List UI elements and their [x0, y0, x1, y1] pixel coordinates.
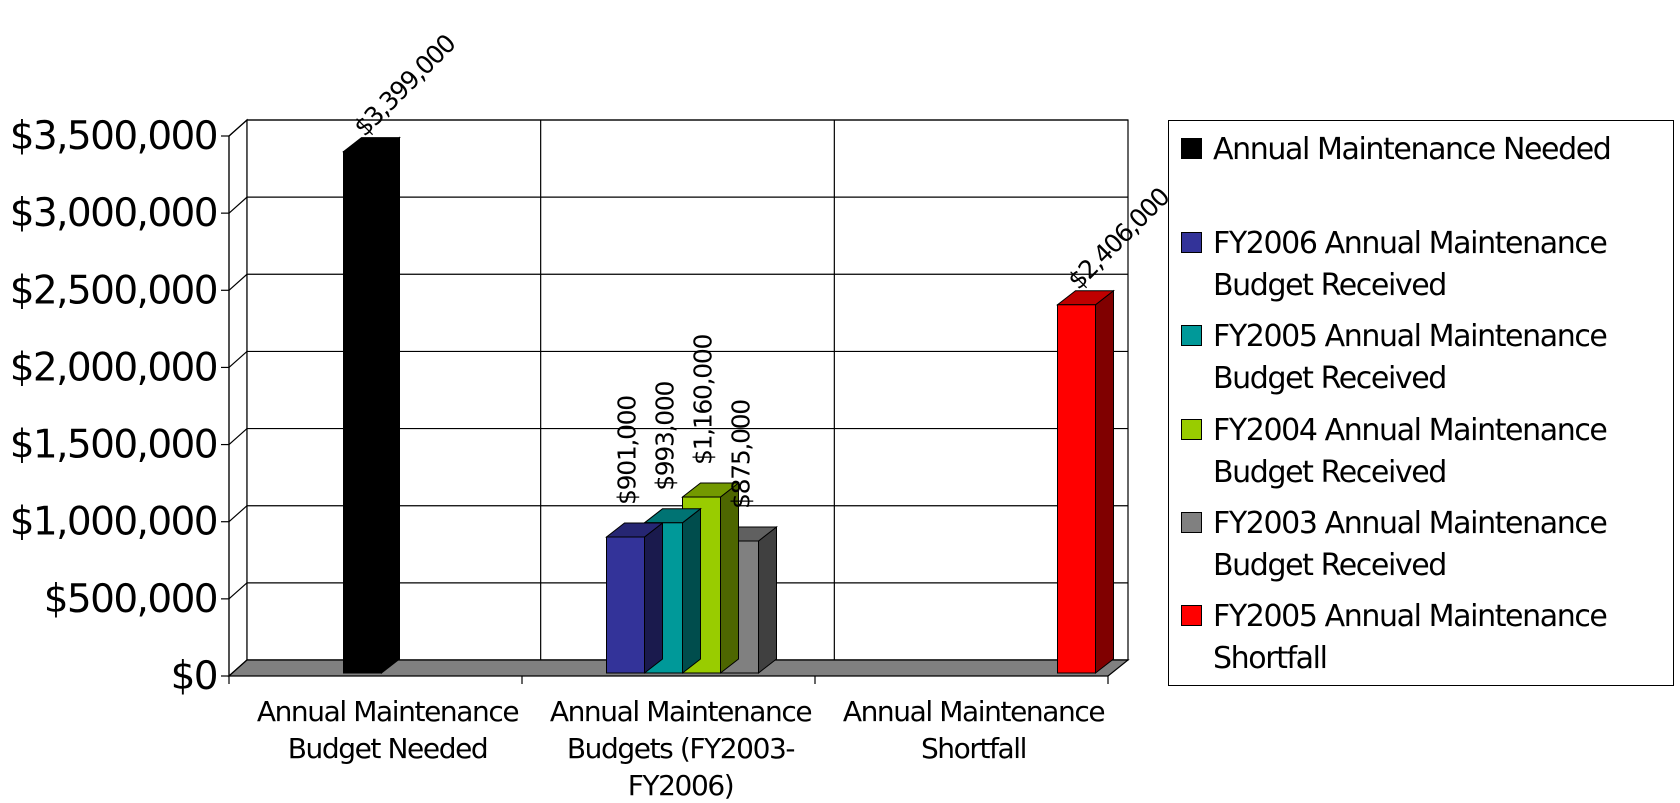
y-tick-label: $3,500,000	[10, 114, 217, 159]
legend-label: FY2006 Annual Maintenance Budget Receive…	[1213, 226, 1608, 303]
x-category-label: Annual Maintenance	[257, 695, 519, 728]
side-wall	[228, 118, 248, 678]
y-tick-label: $2,500,000	[10, 268, 217, 313]
bar-side	[381, 136, 400, 675]
x-category-label: Annual Maintenance	[843, 695, 1105, 728]
legend-item-fy2004-budget: FY2004 Annual Maintenance Budget Receive…	[1181, 410, 1673, 494]
bar	[606, 536, 645, 674]
legend-label: FY2005 Annual Maintenance Shortfall	[1213, 599, 1608, 676]
legend-item-fy2003-budget: FY2003 Annual Maintenance Budget Receive…	[1181, 503, 1673, 587]
x-category-label: Shortfall	[921, 732, 1026, 765]
legend-label: FY2005 Annual Maintenance Budget Receive…	[1213, 319, 1608, 396]
y-tick-label: $500,000	[44, 577, 217, 622]
bar-side	[1095, 289, 1114, 675]
y-tick-label: $1,500,000	[10, 423, 217, 468]
legend-item-maintenance-needed: Annual Maintenance Needed	[1181, 129, 1673, 171]
data-label: $1,160,000	[689, 334, 718, 465]
y-tick-label: $2,000,000	[10, 345, 217, 390]
x-category-label: Budgets (FY2003-	[567, 732, 795, 765]
x-category-label: FY2006)	[628, 769, 734, 802]
bar	[1057, 304, 1096, 674]
legend: Annual Maintenance Needed FY2006 Annual …	[1168, 120, 1674, 686]
legend-item-fy2005-budget: FY2005 Annual Maintenance Budget Receive…	[1181, 316, 1673, 400]
legend-label: Annual Maintenance Needed	[1213, 132, 1612, 167]
legend-swatch	[1181, 138, 1202, 159]
x-category-label: Budget Needed	[288, 732, 488, 765]
data-label: $901,000	[613, 396, 642, 505]
bar	[343, 151, 382, 674]
bar-side	[720, 482, 739, 675]
legend-label: FY2003 Annual Maintenance Budget Receive…	[1213, 506, 1608, 583]
legend-item-fy2005-shortfall: FY2005 Annual Maintenance Shortfall	[1181, 596, 1673, 680]
y-tick-label: $1,000,000	[10, 500, 217, 545]
bar-side	[682, 507, 701, 675]
data-label: $875,000	[727, 400, 756, 509]
legend-swatch	[1181, 512, 1202, 533]
legend-item-fy2006-budget: FY2006 Annual Maintenance Budget Receive…	[1181, 223, 1673, 307]
legend-swatch	[1181, 232, 1202, 253]
legend-swatch	[1181, 325, 1202, 346]
legend-swatch	[1181, 419, 1202, 440]
bar-side	[644, 521, 663, 675]
x-category-label: Annual Maintenance	[550, 695, 812, 728]
legend-label: FY2004 Annual Maintenance Budget Receive…	[1213, 413, 1608, 490]
y-tick-label: $3,000,000	[10, 191, 217, 236]
data-label: $993,000	[651, 382, 680, 491]
bar-side	[758, 525, 777, 675]
legend-swatch	[1181, 605, 1202, 626]
y-tick-label: $0	[171, 654, 217, 699]
